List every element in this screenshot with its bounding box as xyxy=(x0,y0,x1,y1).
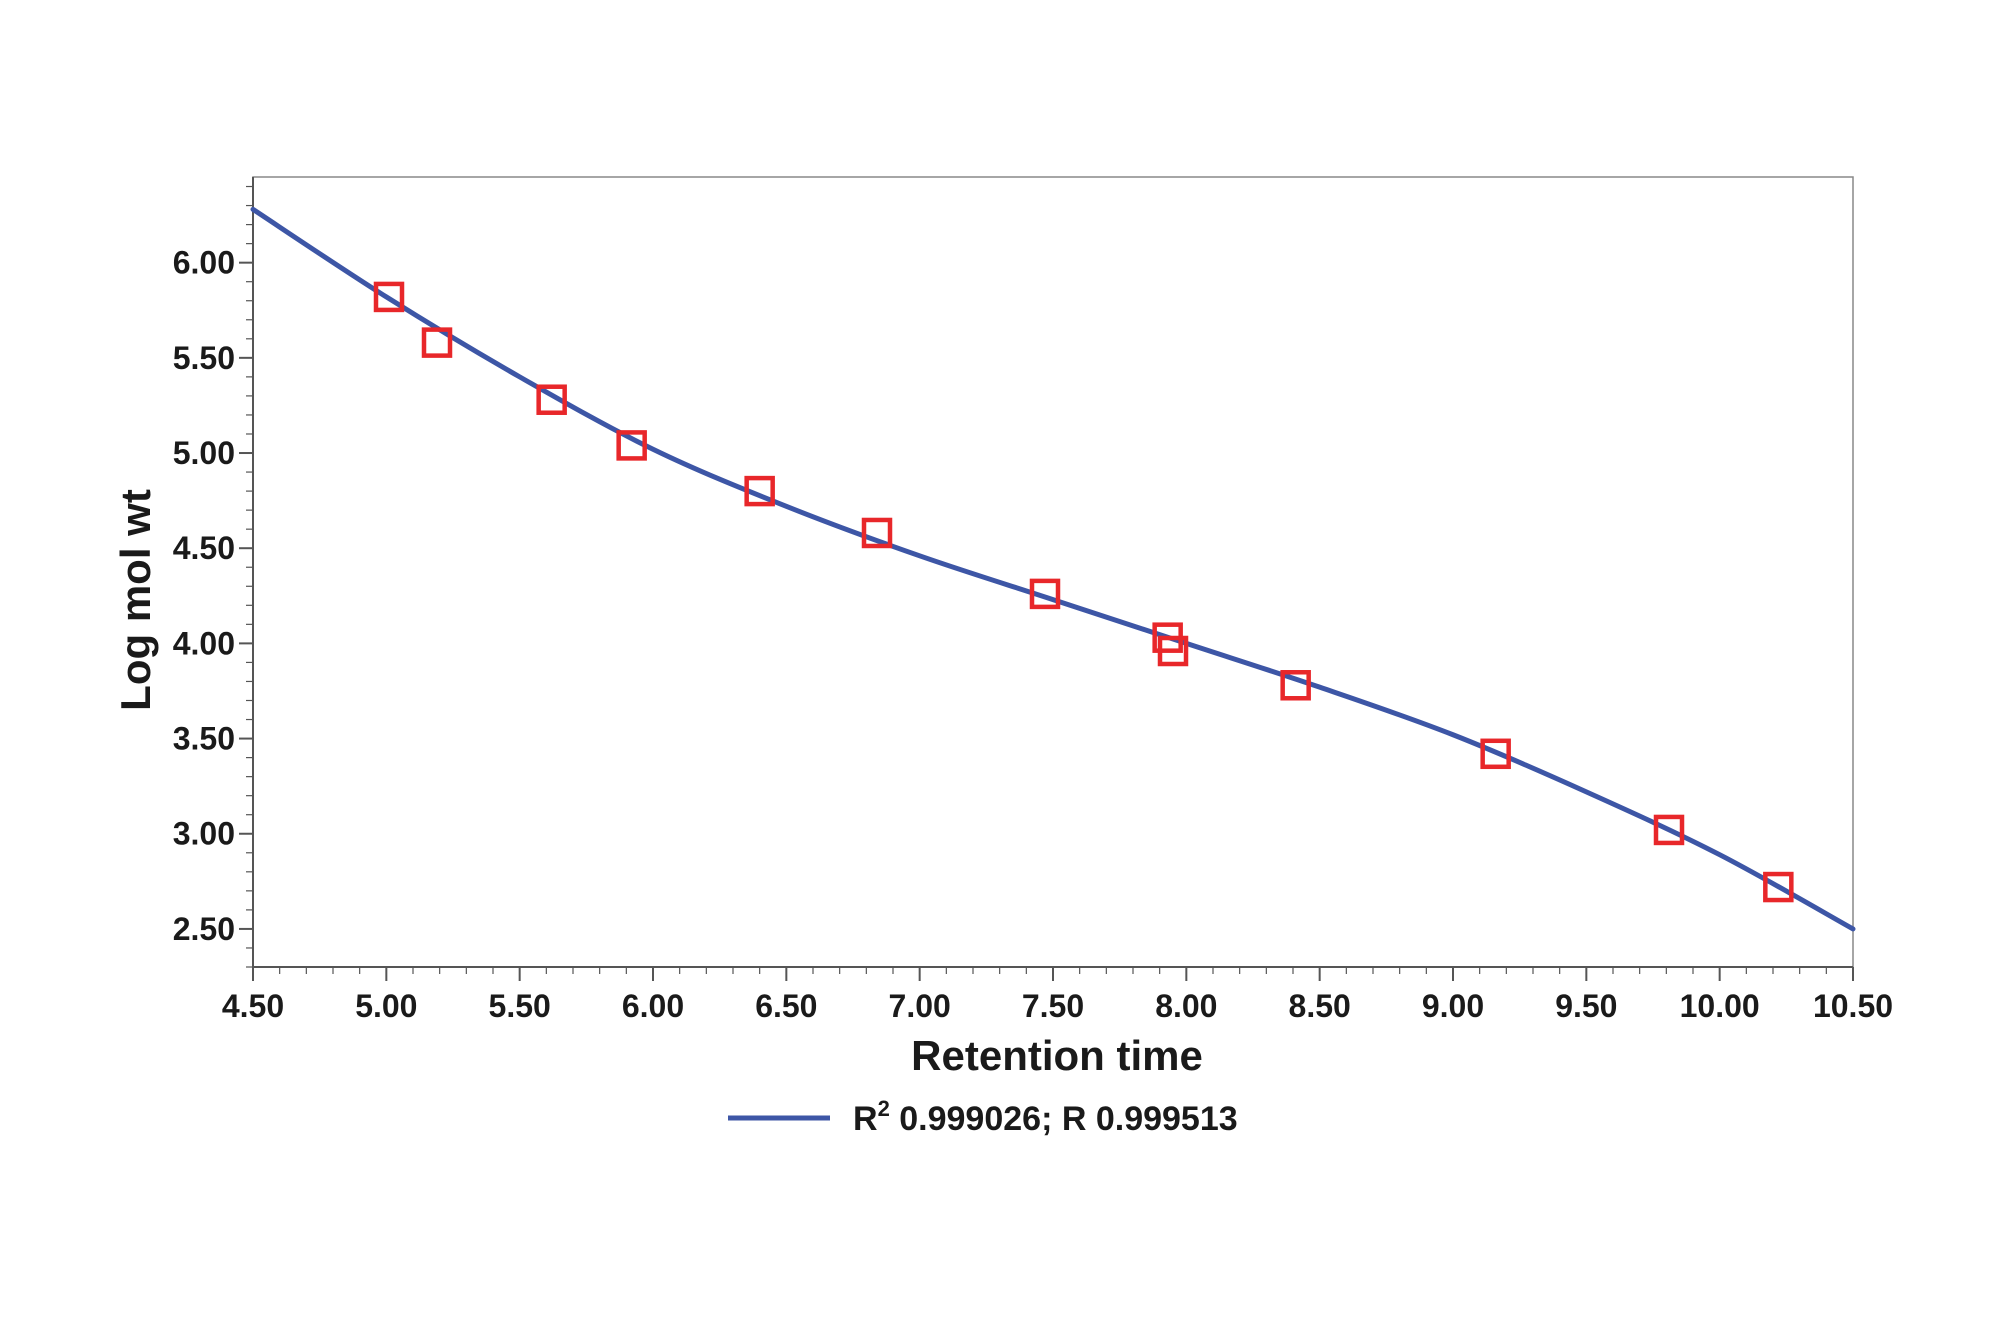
data-point-marker xyxy=(1480,738,1511,770)
x-tick-label: 9.50 xyxy=(1555,988,1617,1024)
y-axis-tick-labels: 2.50 3.00 3.50 4.00 4.50 5.00 5.50 6.00 xyxy=(173,245,235,947)
y-tick-label: 5.50 xyxy=(173,340,235,376)
data-point-marker xyxy=(1653,814,1685,846)
y-axis-title: Log mol wt xyxy=(112,489,159,711)
data-points-layer xyxy=(373,281,1794,903)
data-point-marker xyxy=(1157,635,1189,667)
legend-label-suffix: 0.999026; R 0.999513 xyxy=(890,1100,1238,1138)
y-tick-label: 3.50 xyxy=(173,721,235,757)
y-tick-label: 2.50 xyxy=(173,911,235,947)
x-tick-label: 5.50 xyxy=(489,988,551,1024)
data-point-marker xyxy=(1763,871,1794,903)
legend-label: R2 0.999026; R 0.999513 xyxy=(853,1096,1238,1138)
x-axis-ticks xyxy=(252,967,1854,981)
data-point-marker xyxy=(744,475,775,507)
x-axis-tick-labels: 4.50 5.00 5.50 6.00 6.50 7.00 7.50 8.00 8.50 9.00… xyxy=(222,988,1893,1024)
x-tick-label: 10.50 xyxy=(1813,988,1893,1024)
y-axis-ticks xyxy=(239,185,253,968)
x-tick-label: 9.00 xyxy=(1422,988,1484,1024)
x-tick-label: 7.50 xyxy=(1022,988,1084,1024)
legend: R2 0.999026; R 0.999513 xyxy=(728,1096,1238,1138)
x-tick-label: 8.00 xyxy=(1155,988,1217,1024)
x-tick-label: 7.00 xyxy=(889,988,951,1024)
x-tick-label: 6.00 xyxy=(622,988,684,1024)
legend-label-superscript: 2 xyxy=(878,1096,890,1121)
data-point-marker xyxy=(421,327,453,358)
y-tick-label: 5.00 xyxy=(173,435,235,471)
fit-curve xyxy=(250,206,1856,932)
data-point-marker xyxy=(861,517,893,549)
x-tick-label: 8.50 xyxy=(1289,988,1351,1024)
plot-area xyxy=(252,176,1854,968)
legend-label-prefix: R xyxy=(853,1100,878,1138)
x-tick-label: 4.50 xyxy=(222,988,284,1024)
y-tick-label: 4.50 xyxy=(173,530,235,566)
data-point-marker xyxy=(373,281,405,313)
plot-frame xyxy=(252,176,1854,968)
x-tick-label: 6.50 xyxy=(755,988,817,1024)
y-tick-label: 4.00 xyxy=(173,625,235,661)
y-tick-label: 3.00 xyxy=(173,816,235,852)
fit-curve-layer xyxy=(250,206,1856,932)
x-tick-label: 5.00 xyxy=(355,988,417,1024)
x-tick-label: 10.00 xyxy=(1680,988,1760,1024)
data-point-marker xyxy=(1029,578,1061,610)
data-point-marker xyxy=(616,430,647,461)
x-axis-title: Retention time xyxy=(911,1032,1203,1079)
data-point-marker xyxy=(536,384,567,415)
data-point-marker xyxy=(1280,670,1311,701)
y-tick-label: 6.00 xyxy=(173,245,235,281)
